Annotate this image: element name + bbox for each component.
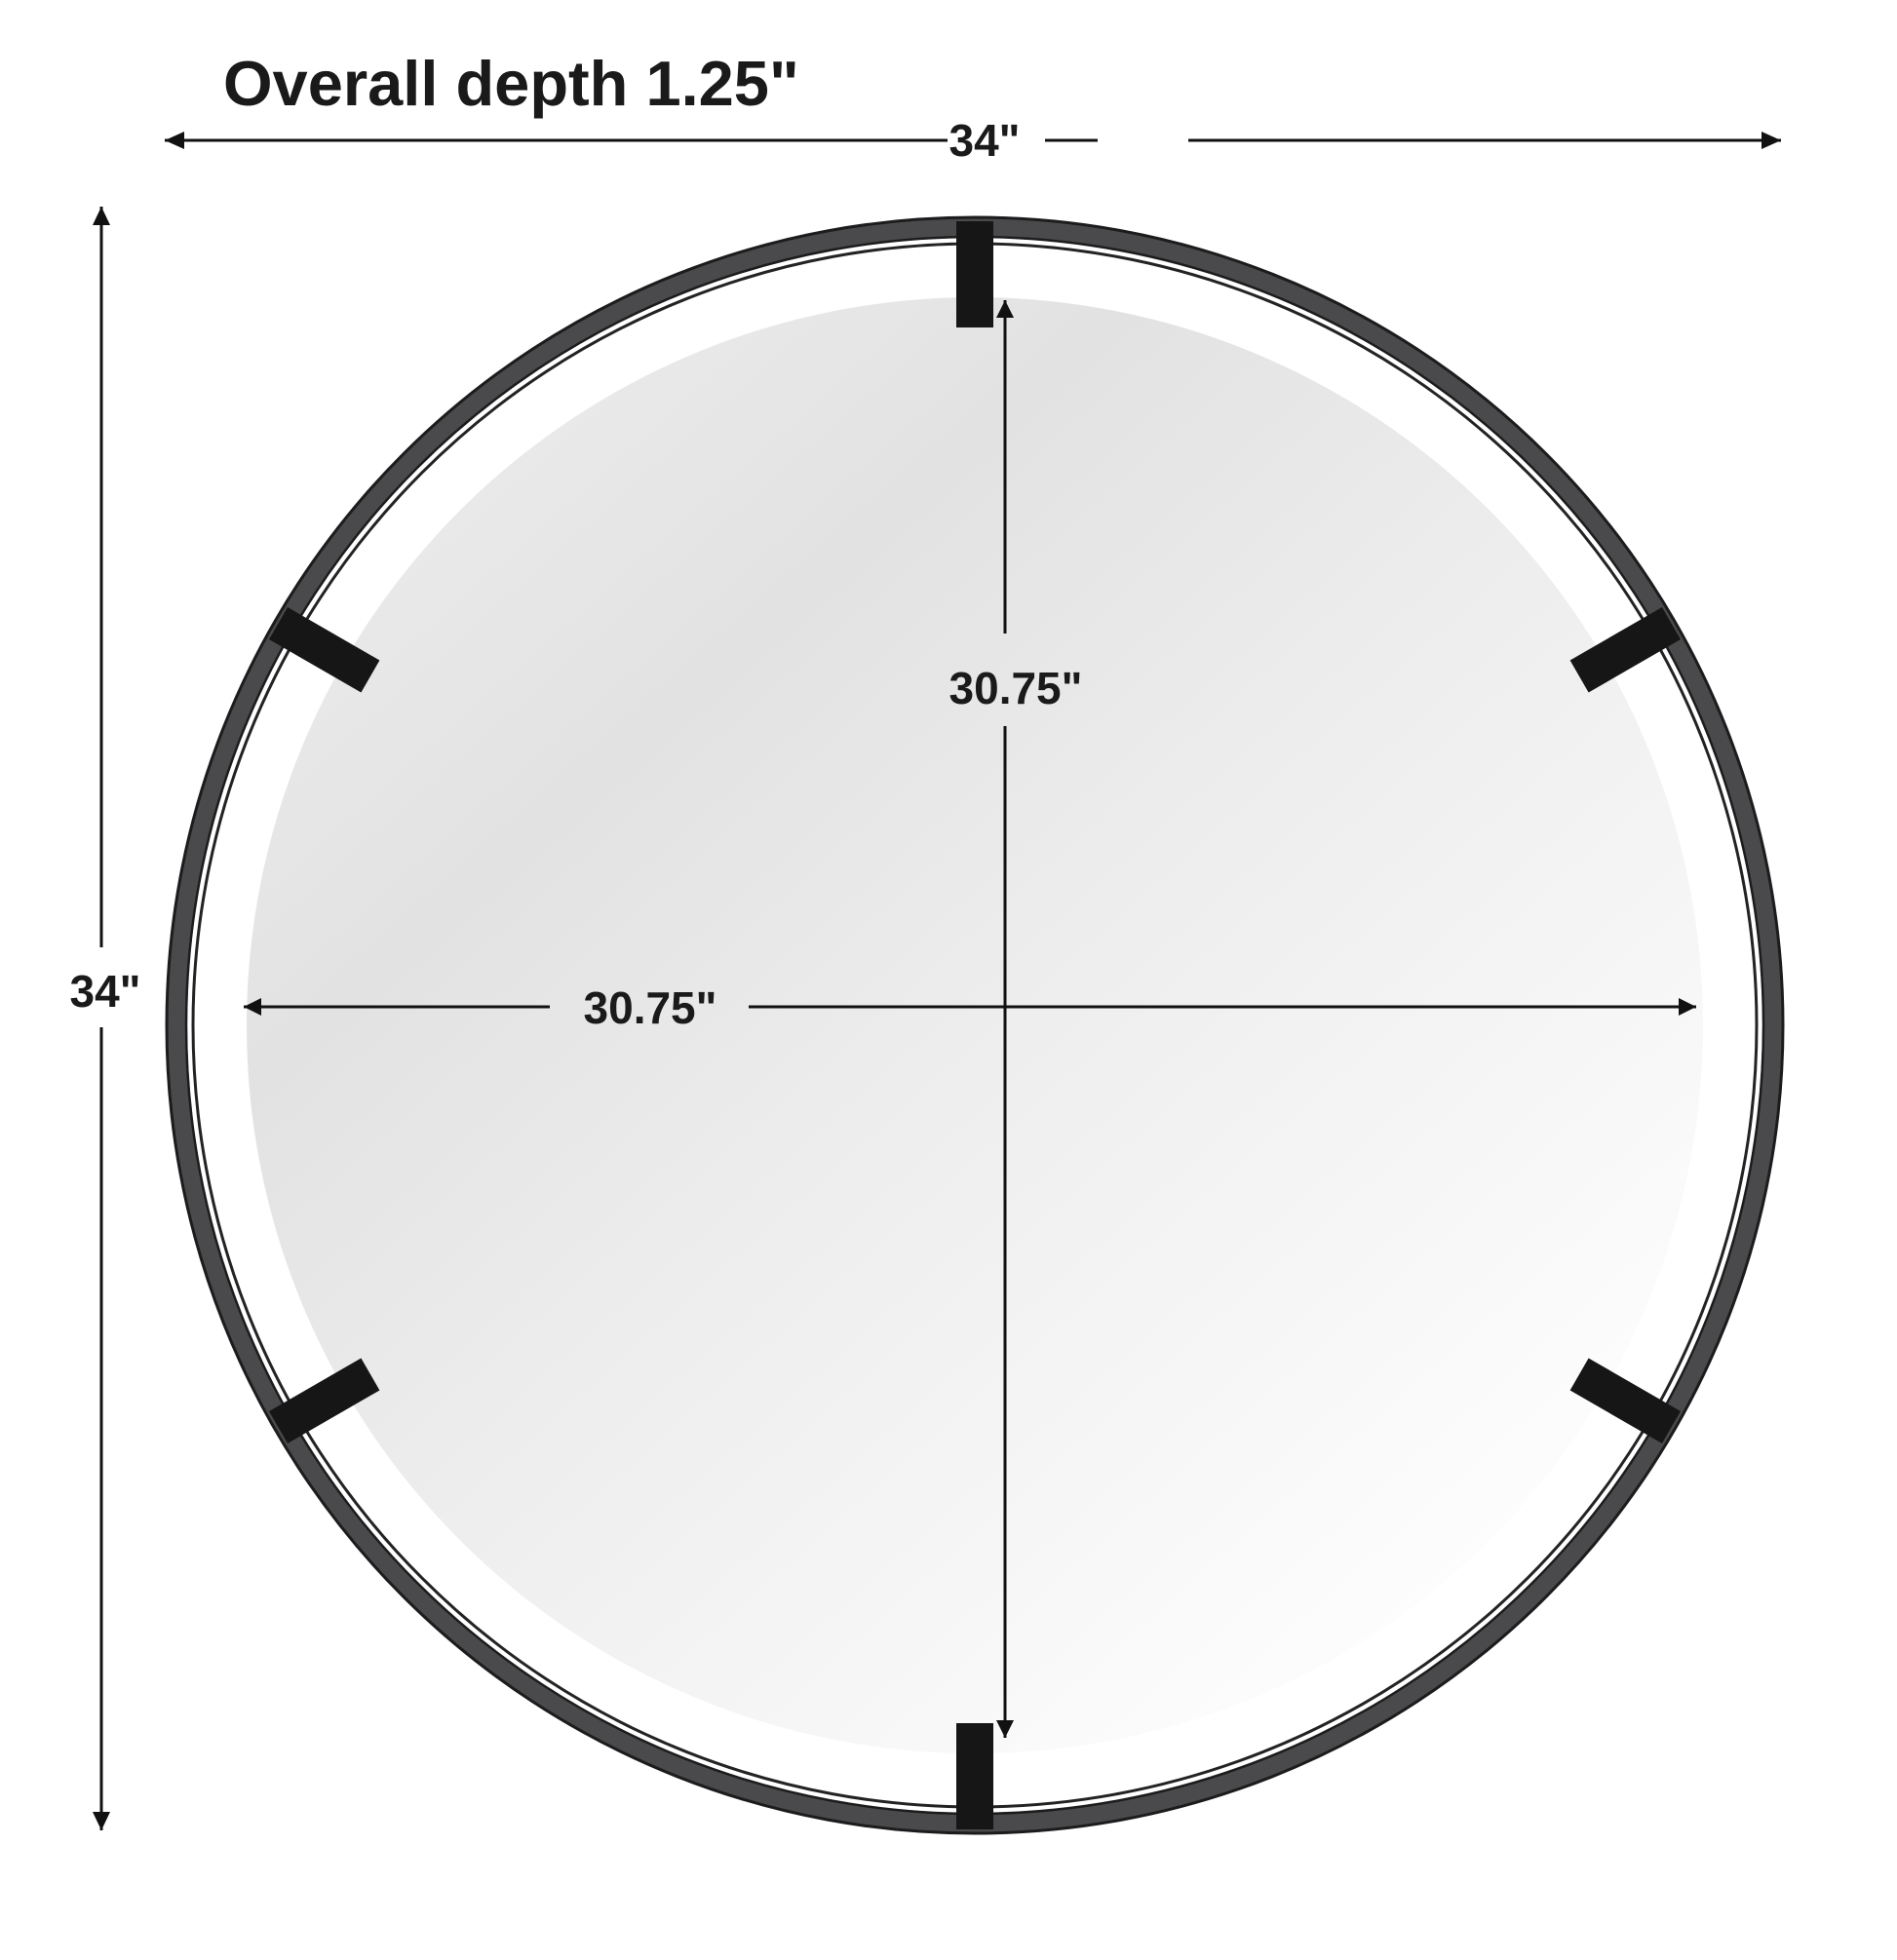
svg-text:34": 34": [70, 966, 141, 1017]
svg-text:30.75": 30.75": [584, 982, 717, 1033]
svg-text:34": 34": [949, 115, 1021, 166]
svg-text:30.75": 30.75": [949, 663, 1083, 713]
svg-text:Overall depth 1.25": Overall depth 1.25": [223, 48, 799, 119]
